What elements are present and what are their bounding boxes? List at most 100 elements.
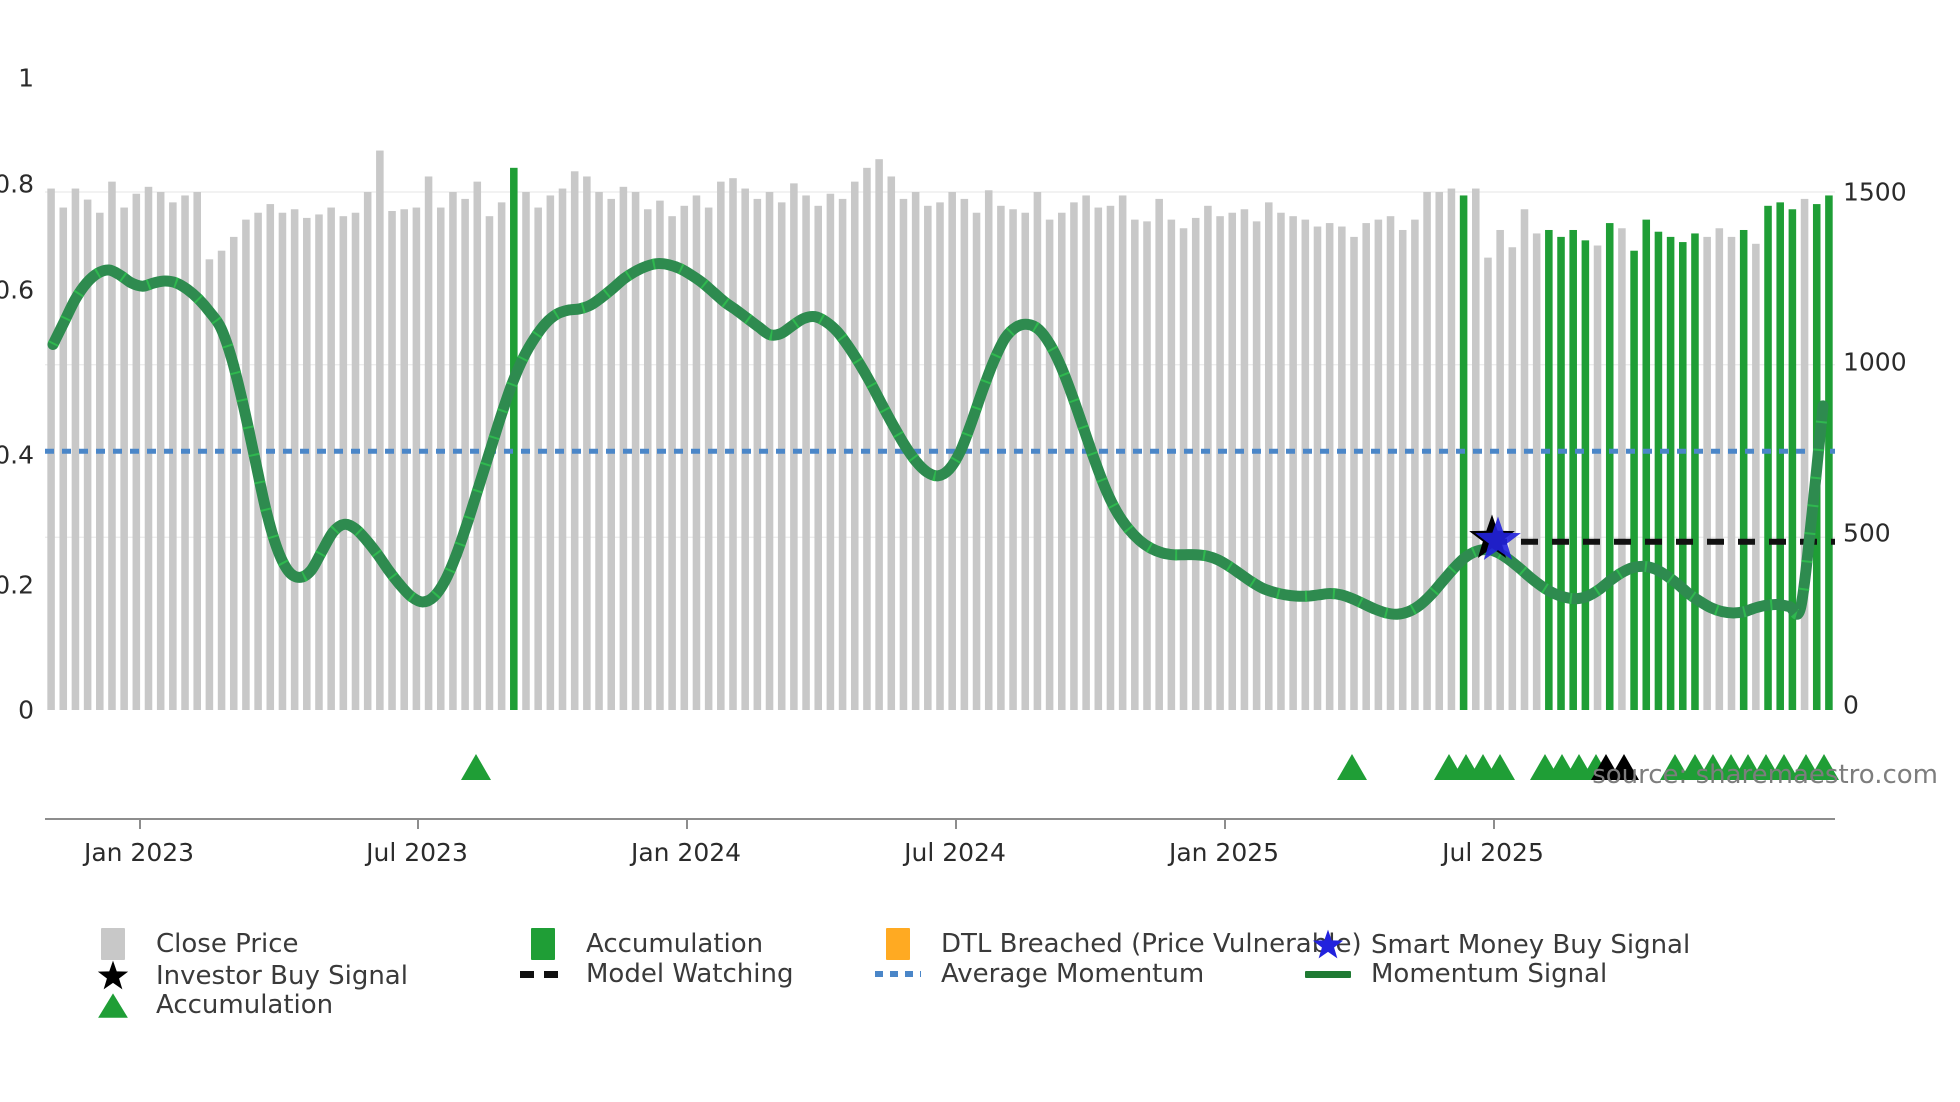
- close-price-bar: [1143, 221, 1151, 710]
- close-price-bar: [583, 176, 591, 710]
- legend-model-watching[interactable]: Model Watching: [518, 959, 793, 989]
- close-price-bar: [449, 192, 457, 710]
- y-right-tick-500: 500: [1843, 518, 1891, 548]
- close-price-bar: [351, 212, 360, 710]
- close-price-bar: [1167, 219, 1176, 710]
- close-price-bar: [120, 207, 128, 710]
- signal-markers: [1469, 514, 1521, 560]
- close-price-bar: [1191, 217, 1200, 710]
- close-price-bar: [1618, 228, 1626, 710]
- legend-item-label: Accumulation: [156, 990, 334, 1020]
- close-price-bar: [607, 198, 615, 710]
- close-price-bar: [1325, 223, 1334, 710]
- legend-star-icon: [97, 960, 129, 990]
- close-price-bar: [777, 202, 786, 710]
- close-price-bar: [71, 188, 80, 710]
- legend-item-label: Model Watching: [586, 959, 794, 989]
- close-price-bar: [1070, 202, 1078, 710]
- close-price-bar: [205, 259, 214, 710]
- y-right-tick-1500: 1500: [1843, 177, 1907, 207]
- close-price-bar: [1301, 219, 1310, 710]
- accumulation-triangle-marker: [1547, 754, 1577, 780]
- close-price-bar: [680, 205, 689, 710]
- x-tick-label: Jul 2023: [366, 838, 468, 867]
- x-tick-label: Jan 2023: [83, 838, 195, 867]
- close-price-bar: [1374, 219, 1383, 710]
- accumulation-triangle-marker: [1564, 754, 1594, 780]
- accumulation-triangle-marker: [1451, 754, 1481, 780]
- close-price-bar: [668, 216, 676, 710]
- close-price-bar: [217, 250, 226, 710]
- close-price-bar: [656, 200, 664, 710]
- legend-item-label: Investor Buy Signal: [156, 961, 408, 991]
- x-tick-mark: [1493, 818, 1495, 829]
- close-price-bar: [863, 167, 871, 710]
- x-tick-mark: [686, 818, 688, 829]
- smart-money-buy-signal-marker: [1475, 516, 1521, 560]
- chart-canvas: [45, 150, 1835, 710]
- legend-dotted-line-icon: [875, 971, 921, 977]
- legend-item-label: Smart Money Buy Signal: [1371, 930, 1691, 960]
- close-price-bar: [595, 192, 603, 710]
- accumulation-bar: [1605, 223, 1614, 710]
- close-price-bar: [802, 195, 810, 710]
- close-price-bar: [156, 192, 165, 710]
- close-price-bar: [631, 192, 640, 710]
- y-left-tick-1: 1: [18, 63, 34, 93]
- legend-accumulation-triangle[interactable]: Accumulation: [88, 990, 333, 1020]
- legend-item-label: DTL Breached (Price Vulnerable): [941, 929, 1362, 959]
- close-price-bar: [1179, 228, 1188, 710]
- close-price-bar: [1496, 229, 1504, 710]
- y-left-tick-0: 0: [18, 695, 34, 725]
- accumulation-bar: [510, 167, 518, 710]
- close-price-bar: [1350, 236, 1358, 710]
- close-price-bar: [1703, 236, 1711, 710]
- accumulation-bar: [1569, 229, 1577, 710]
- close-price-bar: [814, 205, 823, 710]
- accumulation-bar: [1788, 209, 1797, 710]
- close-price-bar: [1252, 221, 1261, 710]
- legend-momentum-signal[interactable]: Momentum Signal: [1303, 959, 1607, 989]
- close-price-bar: [1131, 219, 1139, 710]
- close-price-bar: [1021, 212, 1030, 710]
- legend-item-label: Accumulation: [586, 929, 764, 959]
- accumulation-triangle-marker: [1485, 754, 1515, 780]
- legend-smart-money-buy[interactable]: Smart Money Buy Signal: [1303, 928, 1690, 962]
- close-price-bar: [1338, 226, 1346, 710]
- close-price-bar: [1228, 212, 1237, 710]
- x-tick-mark: [139, 818, 141, 829]
- legend-square-icon: [531, 928, 555, 960]
- close-price-bar: [1752, 243, 1760, 710]
- legend-item-label: Momentum Signal: [1371, 959, 1608, 989]
- legend-average-momentum[interactable]: Average Momentum: [873, 959, 1204, 989]
- close-price-bar: [643, 209, 652, 710]
- legend-dtl-breached[interactable]: DTL Breached (Price Vulnerable): [873, 928, 1362, 960]
- legend-close-price[interactable]: Close Price: [88, 928, 299, 960]
- close-price-bar: [850, 181, 859, 710]
- legend-accumulation-bar[interactable]: Accumulation: [518, 928, 763, 960]
- close-price-bar: [388, 210, 396, 710]
- close-price-bar: [229, 236, 238, 710]
- accumulation-triangle-marker: [1468, 754, 1498, 780]
- close-price-bar: [303, 217, 311, 710]
- legend-star-icon: [1312, 929, 1344, 959]
- legend-item-label: Close Price: [156, 929, 299, 959]
- close-price-bar: [875, 159, 883, 710]
- legend-item-label: Average Momentum: [941, 959, 1205, 989]
- close-price-bar: [83, 199, 92, 710]
- legend-square-icon: [101, 928, 125, 960]
- y-left-tick-08: 0.8: [0, 169, 34, 199]
- close-price-bar: [400, 209, 408, 710]
- close-price-bar: [376, 150, 384, 710]
- y-left-tick-04: 0.4: [0, 440, 34, 470]
- close-price-bar: [1362, 223, 1370, 710]
- legend-investor-buy[interactable]: Investor Buy Signal: [88, 959, 408, 993]
- close-price-bar: [193, 192, 201, 710]
- x-tick-mark: [417, 818, 419, 829]
- close-price-bar: [412, 207, 421, 710]
- close-price-bar: [278, 212, 287, 710]
- close-price-bar: [1155, 198, 1163, 710]
- source-attribution: source: sharemaestro.com: [1592, 760, 1938, 790]
- close-price-bar: [546, 195, 555, 710]
- accumulation-triangle-marker: [461, 754, 491, 780]
